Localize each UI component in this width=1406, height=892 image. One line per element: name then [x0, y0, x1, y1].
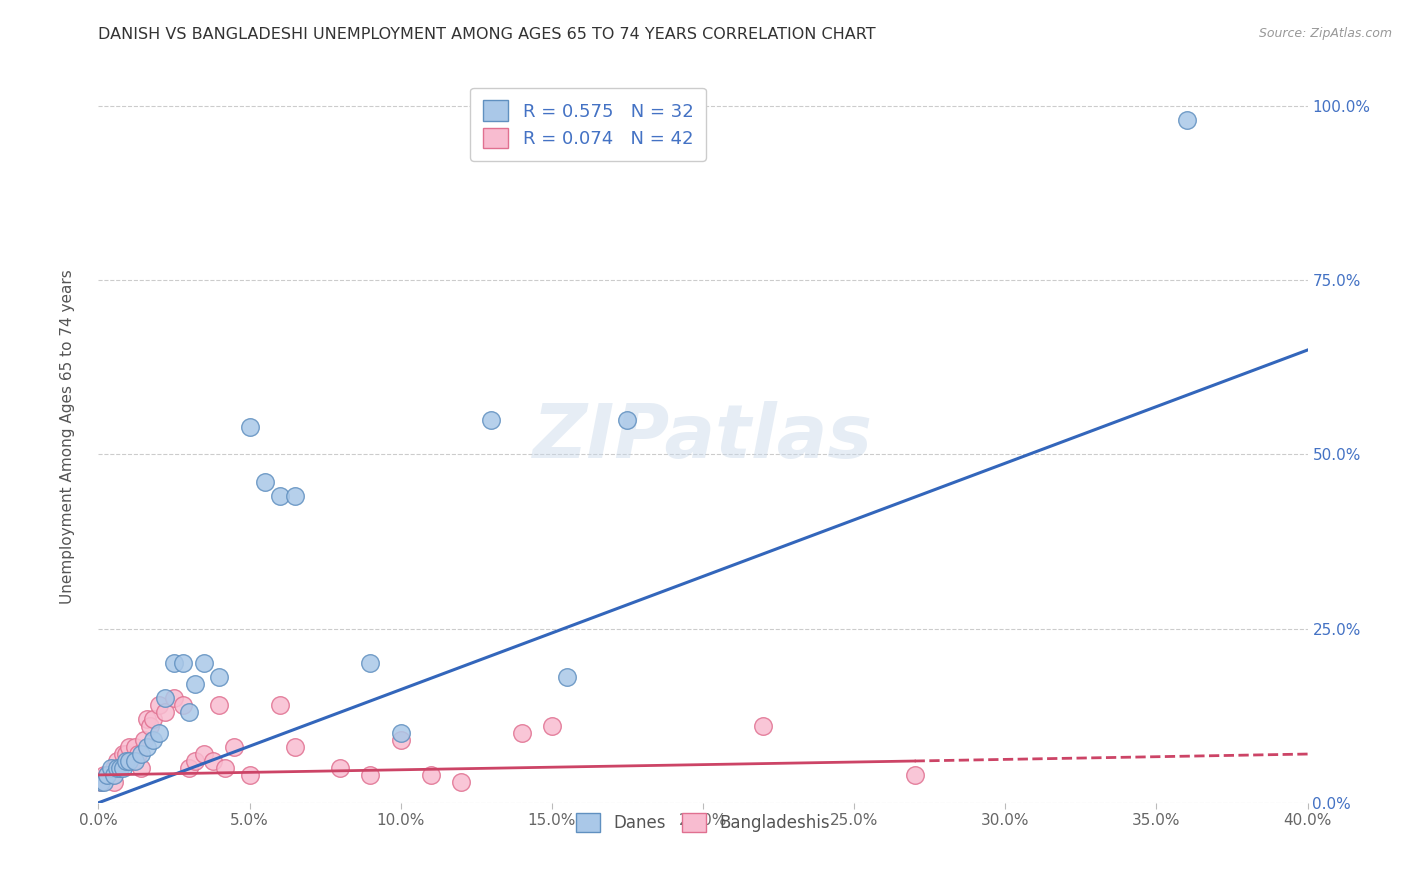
Point	[172, 698, 194, 713]
Point	[118, 754, 141, 768]
Point	[269, 698, 291, 713]
Point	[105, 761, 128, 775]
Point	[540, 719, 562, 733]
Point	[142, 712, 165, 726]
Point	[208, 670, 231, 684]
Point	[224, 740, 246, 755]
Point	[253, 475, 276, 490]
Point	[103, 768, 125, 782]
Point	[111, 761, 134, 775]
Point	[93, 775, 115, 789]
Y-axis label: Unemployment Among Ages 65 to 74 years: Unemployment Among Ages 65 to 74 years	[60, 269, 75, 605]
Text: Source: ZipAtlas.com: Source: ZipAtlas.com	[1258, 27, 1392, 40]
Point	[114, 754, 136, 768]
Point	[108, 761, 131, 775]
Point	[135, 712, 157, 726]
Point	[239, 419, 262, 434]
Legend: Danes, Bangladeshis: Danes, Bangladeshis	[564, 800, 842, 846]
Point	[555, 670, 578, 684]
Text: DANISH VS BANGLADESHI UNEMPLOYMENT AMONG AGES 65 TO 74 YEARS CORRELATION CHART: DANISH VS BANGLADESHI UNEMPLOYMENT AMONG…	[98, 27, 876, 42]
Point	[163, 691, 186, 706]
Point	[752, 719, 775, 733]
Text: ZIPatlas: ZIPatlas	[533, 401, 873, 474]
Point	[616, 412, 638, 426]
Point	[90, 775, 112, 789]
Point	[214, 761, 236, 775]
Point	[179, 761, 201, 775]
Point	[124, 740, 146, 755]
Point	[184, 677, 207, 691]
Point	[239, 768, 262, 782]
Point	[202, 754, 225, 768]
Point	[510, 726, 533, 740]
Point	[100, 761, 122, 775]
Point	[184, 754, 207, 768]
Point	[284, 489, 307, 503]
Point	[208, 698, 231, 713]
Point	[193, 747, 215, 761]
Point	[148, 698, 170, 713]
Point	[139, 719, 162, 733]
Point	[118, 740, 141, 755]
Point	[111, 747, 134, 761]
Point	[100, 768, 122, 782]
Point	[284, 740, 307, 755]
Point	[135, 740, 157, 755]
Point	[329, 761, 352, 775]
Point	[481, 412, 503, 426]
Point	[108, 761, 131, 775]
Point	[105, 754, 128, 768]
Point	[269, 489, 291, 503]
Point	[127, 747, 149, 761]
Point	[153, 705, 176, 719]
Point	[172, 657, 194, 671]
Point	[129, 747, 152, 761]
Point	[389, 726, 412, 740]
Point	[389, 733, 412, 747]
Point	[142, 733, 165, 747]
Point	[193, 657, 215, 671]
Point	[450, 775, 472, 789]
Point	[124, 754, 146, 768]
Point	[96, 768, 118, 782]
Point	[360, 657, 382, 671]
Point	[103, 761, 125, 775]
Point	[163, 657, 186, 671]
Point	[132, 733, 155, 747]
Point	[90, 775, 112, 789]
Point	[179, 705, 201, 719]
Point	[121, 754, 143, 768]
Point	[96, 768, 118, 782]
Point	[360, 768, 382, 782]
Point	[148, 726, 170, 740]
Point	[129, 761, 152, 775]
Point	[103, 775, 125, 789]
Point	[420, 768, 443, 782]
Point	[114, 747, 136, 761]
Point	[93, 768, 115, 782]
Point	[1175, 113, 1198, 128]
Point	[904, 768, 927, 782]
Point	[153, 691, 176, 706]
